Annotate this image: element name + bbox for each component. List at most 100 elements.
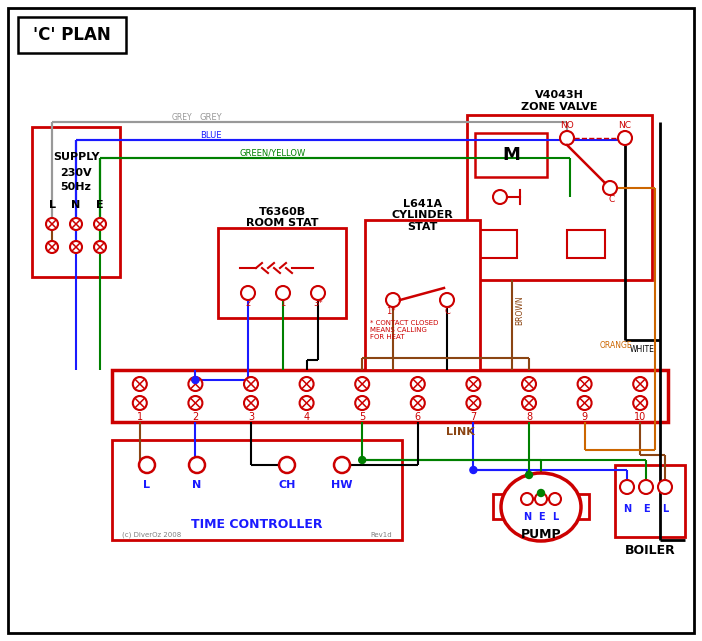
Bar bbox=[576, 494, 589, 519]
Text: GREEN/YELLOW: GREEN/YELLOW bbox=[240, 149, 306, 158]
Text: HW: HW bbox=[331, 480, 352, 490]
Text: 1: 1 bbox=[137, 412, 143, 422]
Text: 1: 1 bbox=[280, 299, 286, 308]
Bar bbox=[493, 494, 506, 519]
Text: NO: NO bbox=[560, 122, 574, 131]
Circle shape bbox=[244, 396, 258, 410]
Bar bbox=[615, 465, 685, 537]
Text: N: N bbox=[523, 512, 531, 522]
Text: L: L bbox=[143, 480, 150, 490]
Circle shape bbox=[189, 457, 205, 473]
Circle shape bbox=[618, 131, 632, 145]
Bar bbox=[475, 133, 547, 177]
Text: V4043H: V4043H bbox=[535, 90, 584, 100]
Circle shape bbox=[466, 396, 480, 410]
Circle shape bbox=[300, 396, 314, 410]
Text: 2: 2 bbox=[192, 412, 199, 422]
Text: 'C' PLAN: 'C' PLAN bbox=[33, 26, 111, 44]
Circle shape bbox=[526, 472, 533, 478]
Circle shape bbox=[46, 241, 58, 253]
Circle shape bbox=[620, 480, 634, 494]
Text: SUPPLY: SUPPLY bbox=[53, 152, 99, 162]
Circle shape bbox=[578, 377, 592, 391]
Circle shape bbox=[188, 377, 202, 391]
Text: N: N bbox=[72, 200, 81, 210]
Circle shape bbox=[192, 376, 199, 383]
Bar bbox=[112, 370, 668, 422]
Text: TIME CONTROLLER: TIME CONTROLLER bbox=[191, 519, 323, 531]
Text: LINK: LINK bbox=[446, 427, 475, 437]
Text: 2: 2 bbox=[246, 299, 251, 308]
Text: PUMP: PUMP bbox=[521, 528, 562, 542]
Circle shape bbox=[549, 493, 561, 505]
Circle shape bbox=[355, 377, 369, 391]
Circle shape bbox=[522, 377, 536, 391]
Text: STAT: STAT bbox=[407, 222, 437, 232]
Text: E: E bbox=[96, 200, 104, 210]
Text: 6: 6 bbox=[415, 412, 421, 422]
Bar bbox=[18, 17, 126, 53]
Bar bbox=[365, 220, 480, 370]
Circle shape bbox=[133, 396, 147, 410]
Text: 8: 8 bbox=[526, 412, 532, 422]
Text: L: L bbox=[552, 512, 558, 522]
Circle shape bbox=[300, 377, 314, 391]
Text: 5: 5 bbox=[359, 412, 365, 422]
Circle shape bbox=[70, 218, 82, 230]
Text: 50Hz: 50Hz bbox=[60, 182, 91, 192]
Text: 1*: 1* bbox=[386, 308, 396, 317]
Text: CYLINDER: CYLINDER bbox=[392, 210, 453, 220]
Bar bbox=[479, 230, 517, 258]
Text: 10: 10 bbox=[634, 412, 647, 422]
Circle shape bbox=[94, 218, 106, 230]
Circle shape bbox=[466, 377, 480, 391]
Circle shape bbox=[70, 241, 82, 253]
Text: N: N bbox=[192, 480, 201, 490]
Bar bbox=[467, 115, 652, 280]
Text: GREY: GREY bbox=[172, 113, 192, 122]
Circle shape bbox=[334, 457, 350, 473]
Circle shape bbox=[94, 241, 106, 253]
Text: 3: 3 bbox=[248, 412, 254, 422]
Text: M: M bbox=[502, 146, 520, 164]
Text: NC: NC bbox=[618, 122, 632, 131]
Text: ZONE VALVE: ZONE VALVE bbox=[522, 102, 597, 112]
Circle shape bbox=[578, 396, 592, 410]
Text: 7: 7 bbox=[470, 412, 477, 422]
Circle shape bbox=[411, 396, 425, 410]
Circle shape bbox=[560, 131, 574, 145]
Text: E: E bbox=[538, 512, 544, 522]
Circle shape bbox=[311, 286, 325, 300]
Text: C: C bbox=[609, 196, 615, 204]
Circle shape bbox=[411, 377, 425, 391]
Circle shape bbox=[658, 480, 672, 494]
Circle shape bbox=[521, 493, 533, 505]
Circle shape bbox=[188, 396, 202, 410]
Circle shape bbox=[522, 396, 536, 410]
Text: L: L bbox=[662, 504, 668, 514]
Circle shape bbox=[639, 480, 653, 494]
Bar bbox=[567, 230, 605, 258]
Text: T6360B: T6360B bbox=[258, 207, 305, 217]
Text: BROWN: BROWN bbox=[515, 296, 524, 325]
Text: CH: CH bbox=[278, 480, 296, 490]
Text: 3*: 3* bbox=[313, 299, 323, 308]
Text: ORANGE: ORANGE bbox=[600, 340, 633, 349]
Bar bbox=[218, 228, 346, 318]
Text: GREY: GREY bbox=[200, 113, 223, 122]
Text: 230V: 230V bbox=[60, 168, 92, 178]
Circle shape bbox=[241, 286, 255, 300]
Circle shape bbox=[535, 493, 547, 505]
Circle shape bbox=[633, 396, 647, 410]
Circle shape bbox=[355, 396, 369, 410]
Text: BOILER: BOILER bbox=[625, 544, 675, 556]
Circle shape bbox=[470, 467, 477, 474]
Circle shape bbox=[244, 377, 258, 391]
Text: BLUE: BLUE bbox=[200, 131, 222, 140]
Text: N: N bbox=[623, 504, 631, 514]
Circle shape bbox=[276, 286, 290, 300]
Circle shape bbox=[386, 293, 400, 307]
Circle shape bbox=[538, 490, 545, 497]
Circle shape bbox=[139, 457, 155, 473]
Circle shape bbox=[603, 181, 617, 195]
